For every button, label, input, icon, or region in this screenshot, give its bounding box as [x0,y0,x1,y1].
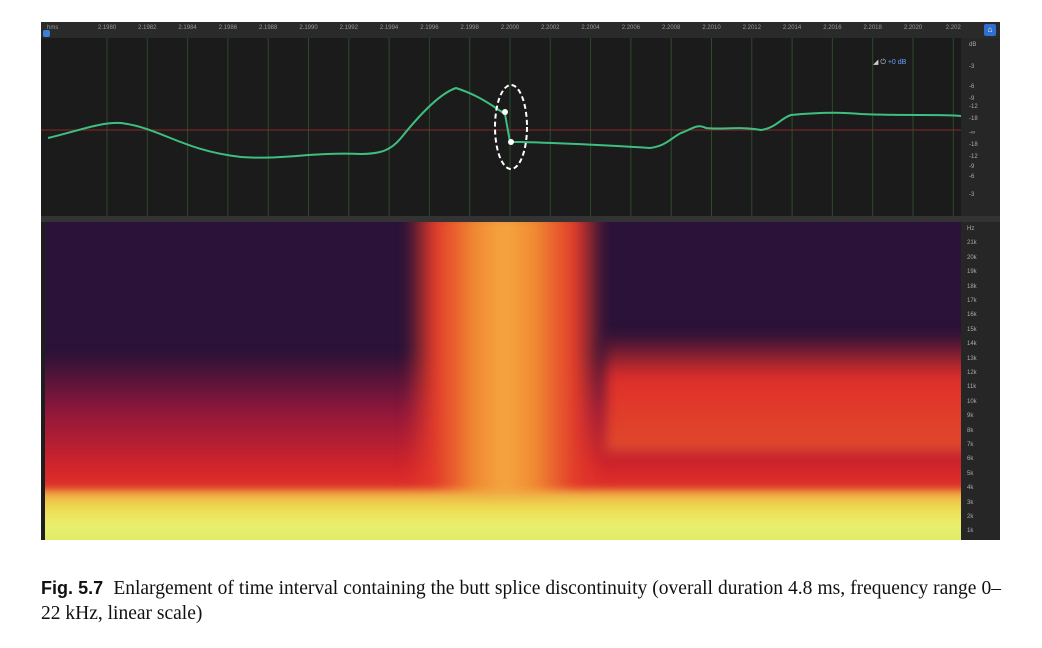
hz-label: 21k [967,240,977,247]
time-tick: 2.1988 [259,25,278,31]
hz-label: 12k [967,370,977,376]
time-tick: 2.2002 [541,25,560,31]
db-label: -12 [969,104,978,110]
caption-text: Enlargement of time interval containing … [41,578,1002,624]
db-label: -6 [969,174,975,180]
hz-label: 11k [967,384,977,391]
db-scale: dB -3 -6 -9 -12 -18 -∞ -18 -12 -9 -6 -3 [961,38,1000,216]
hz-label: 17k [967,298,977,304]
db-label: -3 [969,192,975,198]
audio-editor-figure: hms 2.1980 2.1982 2.1984 2.1986 2.1988 2.1990… [41,22,1000,540]
hz-label: 7k [967,442,974,448]
hz-label: 13k [967,355,977,362]
time-tick: 2.2000 [500,25,520,31]
time-tick: 2.1986 [218,25,238,31]
hz-label: 18k [967,283,977,290]
time-tick: 2.2008 [662,25,681,31]
playhead-handle[interactable] [43,30,50,37]
hz-label: 8k [967,427,974,434]
waveform-line [47,86,962,159]
hz-label: 3k [967,499,974,506]
time-tick: 2.1982 [138,25,157,31]
spectrogram [45,222,961,540]
zoom-home-icon[interactable]: ⌂ [984,24,996,36]
db-label: dB [969,42,977,48]
time-tick: 2.1980 [97,25,117,31]
hz-label: 16k [967,312,977,319]
db-label: -18 [969,116,978,122]
db-label: -∞ [969,130,976,136]
time-tick: 2.2014 [782,25,802,31]
time-tick: 2.2010 [702,25,721,31]
db-label: -9 [969,164,975,170]
splice-point-end [508,139,514,145]
splice-point-start [502,109,508,115]
time-tick: 2.1994 [379,25,399,31]
waveform-panel: ◢ ⏻ +0 dB [41,38,962,216]
hz-label: 5k [967,470,974,477]
ruler-unit: hms [47,25,59,31]
db-label: -18 [969,142,978,148]
db-label: -9 [969,96,975,102]
db-label: -6 [969,84,975,90]
hz-label: 19k [967,269,977,276]
frequency-scale: Hz 21k 20k 19k 18k 17k 16k 15k 14k 13k 12k 11k 10k 9k… [961,222,1000,540]
time-tick: 2.1996 [420,25,439,31]
discontinuity-highlight [494,84,528,170]
time-tick: 2.2006 [621,25,641,31]
hz-label: 20k [967,254,977,261]
db-label: -12 [969,154,978,160]
panel-divider[interactable] [41,216,1000,222]
figure-caption: Fig. 5.7 Enlargement of time interval co… [41,576,1001,626]
time-tick: 2.1984 [178,25,197,31]
hz-label: 15k [967,326,977,333]
gain-value[interactable]: +0 dB [887,59,907,66]
time-tick: 2.202 [945,25,961,31]
time-tick: 2.2012 [742,25,761,31]
hz-label: 4k [967,485,974,492]
hz-label: 14k [967,341,977,348]
hz-label: 9k [967,413,974,420]
hz-label: 2k [967,514,974,520]
time-ruler[interactable]: hms 2.1980 2.1982 2.1984 2.1986 2.1988 2.1990… [41,22,1000,38]
time-tick: 2.1990 [299,25,318,31]
time-tick: 2.2004 [581,25,600,31]
hz-label: 10k [967,398,977,405]
time-tick: 2.1998 [460,25,479,31]
time-tick: 2.1992 [339,25,358,31]
waveform-toolbar: ◢ ⏻ +0 dB [873,58,906,67]
time-tick: 2.2018 [863,25,882,31]
figure-label: Fig. 5.7 [41,578,104,598]
waveform-svg [41,38,962,216]
power-icon[interactable]: ⏻ [880,59,886,66]
fade-icon[interactable]: ◢ [873,59,879,66]
hz-label: 6k [967,456,974,463]
hz-label: Hz [967,226,975,232]
db-label: -3 [969,64,975,70]
time-tick: 2.2016 [823,25,842,31]
hz-label: 1k [967,528,974,535]
time-tick: 2.2020 [903,25,923,31]
